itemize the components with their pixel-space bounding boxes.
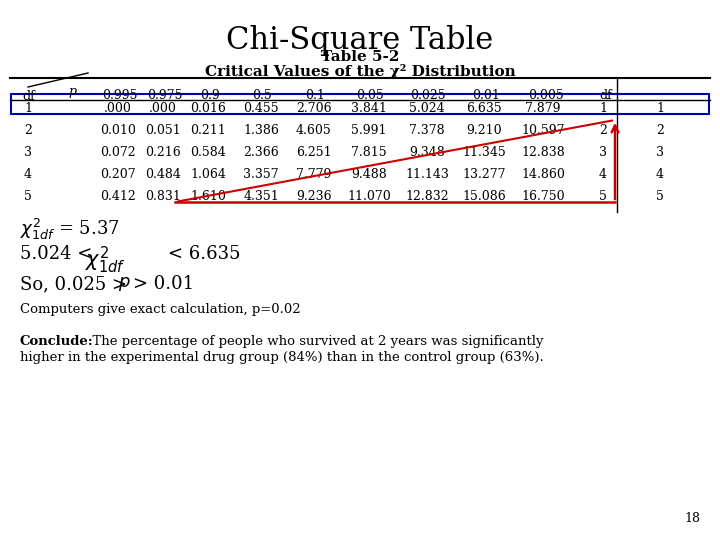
Text: 4: 4 <box>599 168 607 181</box>
Text: $\chi^2_{1df}$ = 5.37: $\chi^2_{1df}$ = 5.37 <box>20 217 120 242</box>
Text: 0.051: 0.051 <box>145 124 181 137</box>
Text: The percentage of people who survived at 2 years was significantly: The percentage of people who survived at… <box>84 335 544 348</box>
Text: 2: 2 <box>656 124 664 137</box>
Text: 7.815: 7.815 <box>351 146 387 159</box>
Text: 0.025: 0.025 <box>410 89 446 102</box>
Text: 1.064: 1.064 <box>190 168 226 181</box>
Text: 7.879: 7.879 <box>526 102 561 115</box>
Text: 3: 3 <box>656 146 664 159</box>
Text: .000: .000 <box>149 102 177 115</box>
Text: 14.860: 14.860 <box>521 168 565 181</box>
Text: 0.831: 0.831 <box>145 190 181 203</box>
Text: 4.351: 4.351 <box>243 190 279 203</box>
Text: 3: 3 <box>599 146 607 159</box>
Text: 7.378: 7.378 <box>409 124 445 137</box>
Text: Critical Values of the χ² Distribution: Critical Values of the χ² Distribution <box>204 64 516 79</box>
Text: Table 5-2: Table 5-2 <box>321 50 399 64</box>
Text: 13.277: 13.277 <box>462 168 505 181</box>
Text: 5.991: 5.991 <box>351 124 387 137</box>
Text: 0.584: 0.584 <box>190 146 226 159</box>
Text: 5.024: 5.024 <box>409 102 445 115</box>
Text: < 6.635: < 6.635 <box>168 245 240 263</box>
Text: 9.488: 9.488 <box>351 168 387 181</box>
Text: 11.345: 11.345 <box>462 146 506 159</box>
Text: 0.995: 0.995 <box>102 89 138 102</box>
Text: 0.211: 0.211 <box>190 124 226 137</box>
Text: 9.210: 9.210 <box>466 124 502 137</box>
Text: 11.143: 11.143 <box>405 168 449 181</box>
Text: Conclude:: Conclude: <box>20 335 94 348</box>
Text: 4: 4 <box>656 168 664 181</box>
Text: 0.455: 0.455 <box>243 102 279 115</box>
Text: df: df <box>22 90 35 103</box>
Text: 1.386: 1.386 <box>243 124 279 137</box>
Text: 2: 2 <box>24 124 32 137</box>
Text: 2: 2 <box>599 124 607 137</box>
Text: 1: 1 <box>24 102 32 115</box>
Text: 0.207: 0.207 <box>100 168 136 181</box>
Text: 6.251: 6.251 <box>296 146 332 159</box>
Text: 0.016: 0.016 <box>190 102 226 115</box>
Text: So, 0.025 >: So, 0.025 > <box>20 275 132 293</box>
Text: 5: 5 <box>24 190 32 203</box>
Text: Computers give exact calculation, p=0.02: Computers give exact calculation, p=0.02 <box>20 303 301 316</box>
Text: df: df <box>600 89 613 102</box>
Text: 0.412: 0.412 <box>100 190 136 203</box>
Text: 1: 1 <box>599 102 607 115</box>
Text: 5: 5 <box>656 190 664 203</box>
Text: 0.072: 0.072 <box>100 146 136 159</box>
Text: 9.236: 9.236 <box>296 190 332 203</box>
Text: 0.9: 0.9 <box>200 89 220 102</box>
Text: 9.348: 9.348 <box>409 146 445 159</box>
Text: 12.838: 12.838 <box>521 146 565 159</box>
Text: 1: 1 <box>656 102 664 115</box>
Text: 0.5: 0.5 <box>252 89 272 102</box>
Text: 0.010: 0.010 <box>100 124 136 137</box>
Text: > 0.01: > 0.01 <box>133 275 194 293</box>
Text: 0.216: 0.216 <box>145 146 181 159</box>
Text: .000: .000 <box>104 102 132 115</box>
Text: 0.05: 0.05 <box>356 89 384 102</box>
Text: 15.086: 15.086 <box>462 190 506 203</box>
Text: 4: 4 <box>24 168 32 181</box>
Text: 0.005: 0.005 <box>528 89 564 102</box>
Text: 1.610: 1.610 <box>190 190 226 203</box>
Text: higher in the experimental drug group (84%) than in the control group (63%).: higher in the experimental drug group (8… <box>20 351 544 364</box>
Text: 2.366: 2.366 <box>243 146 279 159</box>
Text: 18: 18 <box>684 512 700 525</box>
Text: 3.357: 3.357 <box>243 168 279 181</box>
Text: 0.975: 0.975 <box>148 89 183 102</box>
Text: Chi-Square Table: Chi-Square Table <box>226 25 494 56</box>
Text: 10.597: 10.597 <box>521 124 564 137</box>
Text: $p$: $p$ <box>118 275 130 293</box>
Text: 12.832: 12.832 <box>405 190 449 203</box>
Text: 3: 3 <box>24 146 32 159</box>
Text: 5: 5 <box>599 190 607 203</box>
Text: 0.1: 0.1 <box>305 89 325 102</box>
Text: 6.635: 6.635 <box>466 102 502 115</box>
Text: 11.070: 11.070 <box>347 190 391 203</box>
Text: 16.750: 16.750 <box>521 190 564 203</box>
Text: 7.779: 7.779 <box>297 168 332 181</box>
Text: 3.841: 3.841 <box>351 102 387 115</box>
Text: 5.024 <: 5.024 < <box>20 245 92 263</box>
Text: 0.01: 0.01 <box>472 89 500 102</box>
Text: 0.484: 0.484 <box>145 168 181 181</box>
Text: 2.706: 2.706 <box>296 102 332 115</box>
Text: $\chi^2_{1df}$: $\chi^2_{1df}$ <box>85 245 126 276</box>
Text: p: p <box>68 85 76 98</box>
Text: 4.605: 4.605 <box>296 124 332 137</box>
